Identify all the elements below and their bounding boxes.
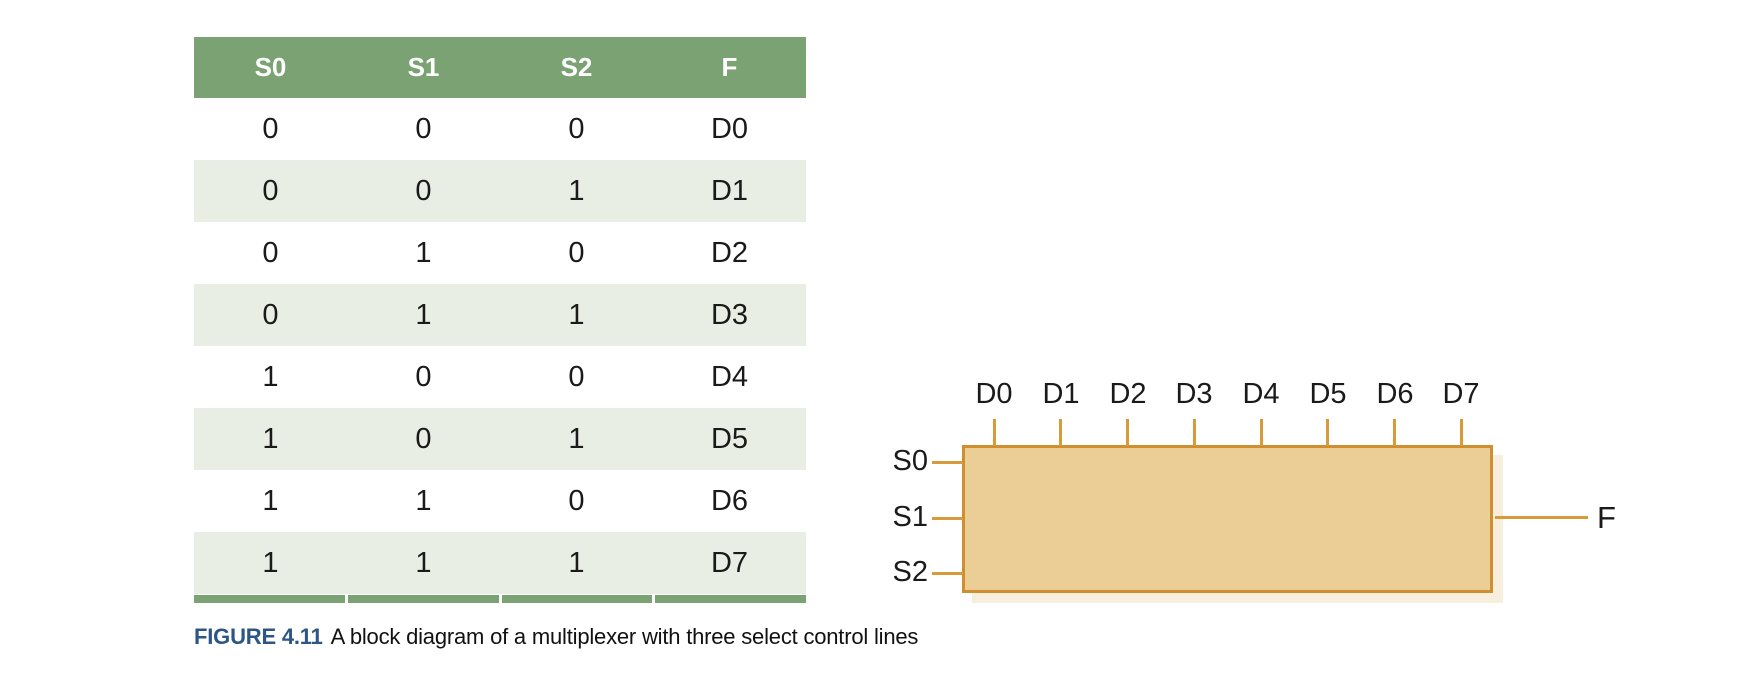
- select-line-label: S1: [892, 501, 928, 533]
- select-line-wire: [932, 572, 963, 575]
- bottom-bar-segment: [194, 595, 345, 603]
- cell-s1: 1: [415, 484, 432, 517]
- select-line-wire: [932, 517, 963, 520]
- d-input-label: D4: [1242, 378, 1280, 410]
- figure-caption: FIGURE 4.11 A block diagram of a multiple…: [194, 624, 918, 650]
- cell-s1: 0: [415, 360, 432, 393]
- cell-f: D3: [710, 298, 749, 331]
- f-output-wire: [1495, 516, 1588, 519]
- d-input-label: D7: [1442, 378, 1480, 410]
- cell-s2: 1: [568, 422, 585, 455]
- cell-s1: 1: [415, 546, 432, 579]
- mux-body: [962, 445, 1493, 593]
- figure-number: FIGURE 4.11: [194, 624, 323, 649]
- d-input-label: D2: [1109, 378, 1147, 410]
- cell-s1: 1: [415, 298, 432, 331]
- cell-s1: 1: [415, 236, 432, 269]
- column-header-f: F: [721, 52, 738, 82]
- table-row: 0 1 1 D3: [194, 284, 806, 346]
- table-header-row: S0 S1 S2 F: [194, 37, 806, 98]
- cell-s0: 1: [262, 484, 279, 517]
- column-header-s0: S0: [254, 52, 287, 82]
- truth-table: S0 S1 S2 F 0 0 0 D0 0 0 1 D1 0 1 0 D2 0 …: [194, 37, 806, 603]
- cell-s0: 0: [262, 112, 279, 145]
- d-input-label: D3: [1175, 378, 1213, 410]
- cell-s2: 1: [568, 298, 585, 331]
- d-input-label: D0: [975, 378, 1013, 410]
- d-input-wire: [1260, 419, 1263, 446]
- cell-f: D0: [710, 112, 749, 145]
- column-header-s1: S1: [407, 52, 440, 82]
- d-input-wire: [1126, 419, 1129, 446]
- table-bottom-bar: [194, 595, 806, 603]
- cell-s0: 1: [262, 422, 279, 455]
- cell-s1: 0: [415, 112, 432, 145]
- cell-s2: 1: [568, 174, 585, 207]
- select-line-label: S0: [892, 445, 928, 477]
- cell-s1: 0: [415, 174, 432, 207]
- column-header-s2: S2: [560, 52, 593, 82]
- d-input-wire: [1326, 419, 1329, 446]
- d-input-wire: [1059, 419, 1062, 446]
- cell-f: D6: [710, 484, 749, 517]
- cell-f: D7: [710, 546, 749, 579]
- cell-s0: 0: [262, 236, 279, 269]
- d-input-wire: [1393, 419, 1396, 446]
- cell-f: D1: [710, 174, 749, 207]
- select-line-label: S2: [892, 556, 928, 588]
- d-input-label: D6: [1376, 378, 1414, 410]
- f-output-label: F: [1597, 500, 1616, 535]
- figure-caption-text: A block diagram of a multiplexer with th…: [330, 624, 919, 649]
- bottom-bar-segment: [501, 595, 653, 603]
- d-input-wire: [993, 419, 996, 446]
- cell-s0: 1: [262, 360, 279, 393]
- table-row: 1 0 0 D4: [194, 346, 806, 408]
- table-row: 1 1 0 D6: [194, 470, 806, 532]
- cell-s2: 0: [568, 236, 585, 269]
- bottom-bar-segment: [655, 595, 806, 603]
- d-input-label: D1: [1042, 378, 1080, 410]
- cell-s0: 1: [262, 546, 279, 579]
- cell-s2: 0: [568, 484, 585, 517]
- table-row: 0 1 0 D2: [194, 222, 806, 284]
- cell-s2: 0: [568, 112, 585, 145]
- cell-s0: 0: [262, 174, 279, 207]
- d-input-wire: [1193, 419, 1196, 446]
- cell-s2: 1: [568, 546, 585, 579]
- table-row: 1 0 1 D5: [194, 408, 806, 470]
- cell-s2: 0: [568, 360, 585, 393]
- cell-s1: 0: [415, 422, 432, 455]
- table-row: 1 1 1 D7: [194, 532, 806, 594]
- cell-f: D2: [710, 236, 749, 269]
- d-input-wire: [1460, 419, 1463, 446]
- table-row: 0 0 0 D0: [194, 98, 806, 160]
- cell-f: D4: [710, 360, 749, 393]
- cell-f: D5: [710, 422, 749, 455]
- d-input-label: D5: [1309, 378, 1347, 410]
- bottom-bar-segment: [347, 595, 499, 603]
- cell-s0: 0: [262, 298, 279, 331]
- table-row: 0 0 1 D1: [194, 160, 806, 222]
- select-line-wire: [932, 461, 963, 464]
